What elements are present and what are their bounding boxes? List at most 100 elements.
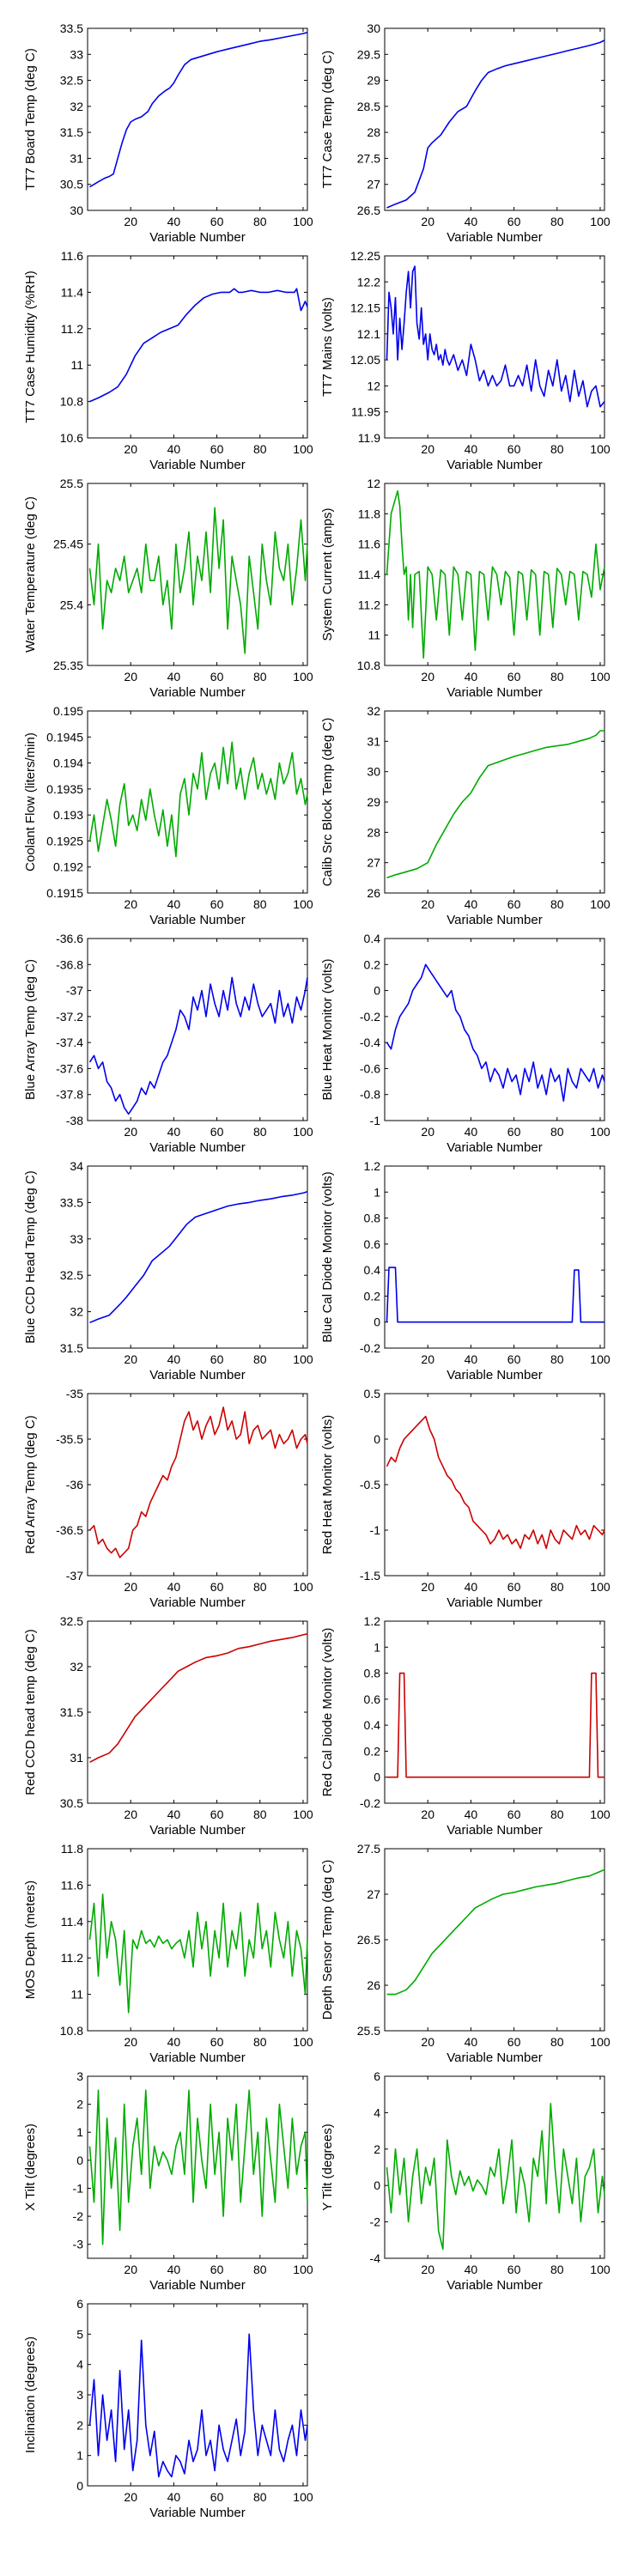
- y-tick-label: 0: [76, 2154, 83, 2167]
- chart-panel-p17: 20 40 60 80 100 10.8 11 11.2 11.4 11.6 11.8 Variabl…: [23, 1842, 313, 2065]
- chart-panel-p19: 20 40 60 80 100 -3 -2 -1 0 1 2 3 Variable Number X Ti…: [23, 2069, 313, 2293]
- y-tick-label: 1.2: [364, 1614, 381, 1628]
- x-tick-label: 60: [210, 215, 224, 228]
- y-tick-label: 4: [76, 2358, 83, 2372]
- x-tick-label: 40: [167, 442, 181, 456]
- x-tick-label: 20: [421, 1125, 434, 1139]
- x-tick-label: 80: [550, 2035, 564, 2049]
- y-tick-label: 0: [76, 2479, 83, 2493]
- y-tick-label: 30: [367, 765, 380, 779]
- x-tick-label: 80: [253, 2490, 267, 2504]
- y-tick-label: 3: [76, 2069, 83, 2083]
- plot-frame: [87, 255, 308, 439]
- x-tick-label: 100: [293, 897, 313, 911]
- x-axis-label: Variable Number: [149, 230, 245, 245]
- x-tick-label: 60: [210, 1352, 224, 1366]
- chart-panel-p4: 20 40 60 80 100 11.9 11.95 12 12.05 12.1 12.15 12.2…: [320, 249, 611, 472]
- y-tick-label: 0.192: [53, 860, 83, 874]
- y-tick-label: 6: [374, 2069, 380, 2083]
- y-tick-label: 29: [367, 74, 380, 88]
- y-tick-label: 10.6: [60, 431, 83, 445]
- x-tick-label: 40: [465, 1125, 478, 1139]
- y-tick-label: 12.2: [357, 275, 380, 289]
- x-tick-label: 20: [421, 215, 434, 228]
- chart-panel-p21: 20 40 60 80 100 0 1 2 3 4 5 6 Variable Number Inclina…: [23, 2297, 313, 2520]
- plot-frame: [87, 2075, 308, 2259]
- y-axis-label: Red CCD head temp (deg C): [23, 1629, 38, 1795]
- y-tick-label: 0.1915: [46, 886, 83, 900]
- x-axis-label: Variable Number: [447, 2050, 542, 2065]
- x-tick-label: 20: [124, 2035, 137, 2049]
- x-axis-label: Variable Number: [447, 458, 542, 472]
- x-tick-label: 80: [550, 215, 564, 228]
- plot-frame: [384, 255, 605, 439]
- y-tick-label: 11.6: [61, 1878, 83, 1892]
- x-tick-label: 40: [167, 2035, 181, 2049]
- x-tick-label: 40: [167, 2490, 181, 2504]
- chart-panel-p8: 20 40 60 80 100 26 27 28 29 30 31 32 Variable Number…: [320, 704, 611, 927]
- y-tick-label: -37: [66, 1569, 83, 1583]
- series-line: [386, 730, 605, 879]
- x-axis-label: Variable Number: [149, 2506, 245, 2520]
- plot-frame: [384, 710, 605, 894]
- y-tick-label: 0.6: [364, 1237, 381, 1251]
- x-tick-label: 100: [293, 1807, 313, 1821]
- y-tick-label: 26.5: [357, 1933, 380, 1947]
- series-line: [88, 1406, 308, 1558]
- series-line: [89, 288, 308, 403]
- y-tick-label: 12: [367, 477, 380, 490]
- y-tick-label: 32: [70, 1305, 83, 1319]
- y-tick-label: 1: [374, 1640, 380, 1654]
- y-tick-label: 25.45: [53, 538, 83, 551]
- x-tick-label: 100: [590, 897, 611, 911]
- x-tick-label: 80: [550, 897, 564, 911]
- x-tick-label: 40: [465, 2035, 478, 2049]
- x-tick-label: 100: [293, 442, 313, 456]
- x-tick-label: 60: [507, 2263, 521, 2276]
- y-tick-label: 27: [367, 1887, 380, 1901]
- x-tick-label: 40: [465, 442, 478, 456]
- x-tick-label: 100: [590, 1125, 611, 1139]
- x-tick-label: 80: [253, 1125, 267, 1139]
- series-line: [386, 1672, 605, 1778]
- y-tick-label: 11.9: [358, 431, 380, 445]
- x-axis-label: Variable Number: [447, 913, 542, 927]
- x-tick-label: 20: [124, 1352, 137, 1366]
- plot-frame: [384, 938, 605, 1121]
- y-tick-label: 6: [76, 2297, 83, 2311]
- y-axis-label: TT7 Case Humidity (%RH): [23, 270, 38, 423]
- x-tick-label: 20: [421, 2035, 434, 2049]
- x-tick-label: 60: [507, 215, 521, 228]
- plot-frame: [384, 483, 605, 666]
- x-tick-label: 60: [507, 670, 521, 683]
- x-tick-label: 20: [124, 670, 137, 683]
- y-tick-label: -0.2: [360, 1341, 380, 1355]
- y-tick-label: 32: [367, 704, 380, 718]
- y-tick-label: 29: [367, 795, 380, 809]
- x-tick-label: 40: [167, 2263, 181, 2276]
- series-line: [386, 39, 605, 209]
- y-tick-label: 0.2: [364, 957, 381, 971]
- y-tick-label: 31.5: [60, 125, 83, 139]
- y-tick-label: 10.8: [60, 395, 83, 409]
- x-tick-label: 20: [124, 1125, 137, 1139]
- y-tick-label: -3: [73, 2238, 84, 2251]
- x-axis-label: Variable Number: [447, 1368, 542, 1382]
- x-tick-label: 80: [253, 1580, 267, 1594]
- y-tick-label: 32.5: [60, 74, 83, 88]
- y-axis-label: Blue Cal Diode Monitor (volts): [320, 1171, 335, 1342]
- y-axis-label: Depth Sensor Temp (deg C): [320, 1860, 335, 2020]
- x-tick-label: 100: [590, 2035, 611, 2049]
- x-tick-label: 40: [465, 1807, 478, 1821]
- series-line: [88, 2089, 308, 2245]
- x-tick-label: 80: [550, 670, 564, 683]
- x-tick-label: 40: [465, 670, 478, 683]
- y-tick-label: 5: [76, 2327, 83, 2341]
- y-tick-label: 25.4: [60, 598, 83, 611]
- chart-panel-p1: 20 40 60 80 100 30 30.5 31 31.5 32 32.5 33 33.5 Varia…: [23, 21, 313, 245]
- y-tick-label: -1: [370, 1114, 381, 1127]
- x-tick-label: 80: [550, 1125, 564, 1139]
- x-tick-label: 100: [293, 1352, 313, 1366]
- x-tick-label: 100: [293, 1580, 313, 1594]
